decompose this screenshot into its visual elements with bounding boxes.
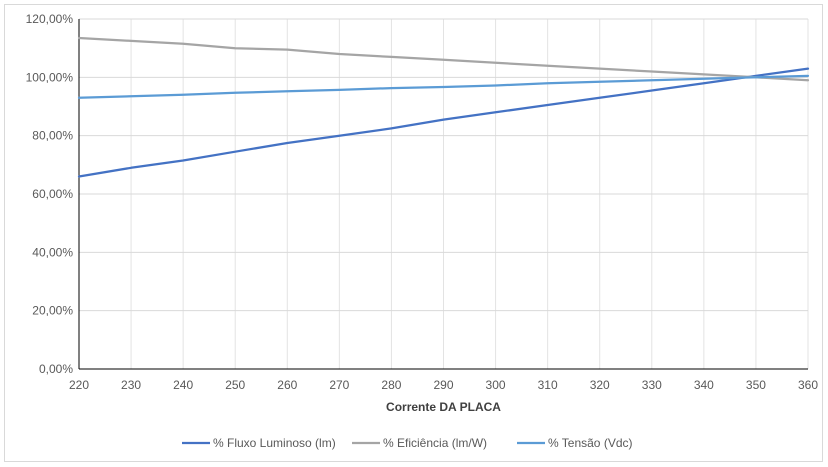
x-tick-label: 320 xyxy=(590,378,610,392)
axes xyxy=(78,19,808,370)
series-line xyxy=(77,36,810,82)
x-tick-label: 330 xyxy=(642,378,662,392)
x-tick-label: 280 xyxy=(381,378,401,392)
y-tick-label: 40,00% xyxy=(32,245,73,259)
x-tick-label: 360 xyxy=(798,378,818,392)
y-tick-label: 0,00% xyxy=(39,362,73,376)
chart-frame: 0,00% 20,00% 40,00% 60,00% 80,00% 100,00% 120,… xyxy=(4,4,823,462)
x-tick-label: 340 xyxy=(694,378,714,392)
x-tick-label: 240 xyxy=(173,378,193,392)
x-tick-label: 350 xyxy=(746,378,766,392)
y-tick-label: 100,00% xyxy=(26,70,74,84)
x-tick-label: 230 xyxy=(121,378,141,392)
series-lines xyxy=(77,36,810,178)
x-axis-title: Corrente DA PLACA xyxy=(386,400,501,414)
legend-label: % Fluxo Luminoso (lm) xyxy=(213,436,336,450)
legend-label: % Eficiência (lm/W) xyxy=(383,436,487,450)
legend: % Fluxo Luminoso (lm) % Eficiência (lm/W)… xyxy=(182,436,633,450)
line-chart: 0,00% 20,00% 40,00% 60,00% 80,00% 100,00% 120,… xyxy=(26,12,819,450)
x-tick-label: 220 xyxy=(69,378,89,392)
x-tick-label: 270 xyxy=(329,378,349,392)
y-tick-label: 20,00% xyxy=(32,304,73,318)
x-tick-label: 250 xyxy=(225,378,245,392)
y-tick-label: 60,00% xyxy=(32,187,73,201)
y-tick-label: 120,00% xyxy=(26,12,74,26)
series-line xyxy=(77,67,810,178)
x-tick-label: 300 xyxy=(486,378,506,392)
series-line xyxy=(77,74,810,99)
x-tick-label: 260 xyxy=(277,378,297,392)
x-tick-label: 310 xyxy=(538,378,558,392)
grid-lines xyxy=(78,18,809,370)
y-tick-labels: 0,00% 20,00% 40,00% 60,00% 80,00% 100,00% 120,… xyxy=(26,12,74,376)
x-tick-label: 290 xyxy=(433,378,453,392)
legend-label: % Tensão (Vdc) xyxy=(548,436,633,450)
y-tick-label: 80,00% xyxy=(32,129,73,143)
x-tick-labels: 220 230 240 250 260 270 280 290 300 310 320 330 340 3… xyxy=(69,378,818,392)
